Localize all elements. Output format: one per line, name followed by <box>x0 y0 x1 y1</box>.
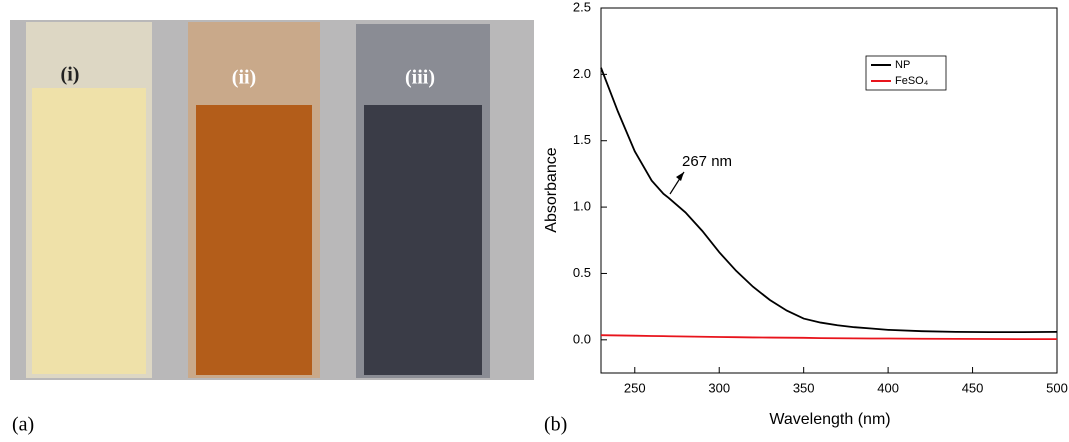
solution <box>196 105 312 375</box>
y-tick-label: 1.0 <box>573 199 591 214</box>
y-tick-label: 1.5 <box>573 132 591 147</box>
y-tick-label: 2.0 <box>573 66 591 81</box>
sample-label: (ii) <box>232 67 256 89</box>
x-tick-label: 450 <box>962 380 984 395</box>
x-tick-label: 400 <box>877 380 899 395</box>
x-tick-label: 500 <box>1046 380 1068 395</box>
legend-box <box>865 55 947 91</box>
panel-label: (b) <box>544 414 567 436</box>
x-tick-label: 250 <box>624 380 646 395</box>
annotation: 267 nm <box>682 153 732 170</box>
x-tick-label: 300 <box>708 380 730 395</box>
x-axis-label: Wavelength (nm) <box>769 411 890 428</box>
legend-label: NP <box>895 59 910 71</box>
plot-frame <box>600 7 1058 374</box>
solution <box>32 88 146 374</box>
sample-label: (i) <box>61 64 80 86</box>
y-tick-label: 2.5 <box>573 0 591 14</box>
data-line <box>600 67 1058 334</box>
photo: (i) (ii) (iii) <box>10 20 534 380</box>
panel-label: (a) <box>12 414 34 436</box>
data-line <box>600 334 1057 341</box>
arrow-head <box>676 172 684 181</box>
solution <box>364 105 482 375</box>
sample-label: (iii) <box>405 67 435 89</box>
x-tick-label: 350 <box>793 380 815 395</box>
legend-label: FeSO₄ <box>895 75 929 87</box>
y-tick-label: 0.5 <box>573 265 591 280</box>
y-tick-label: 0.0 <box>573 331 591 346</box>
y-axis-label: Absorbance <box>543 147 560 232</box>
